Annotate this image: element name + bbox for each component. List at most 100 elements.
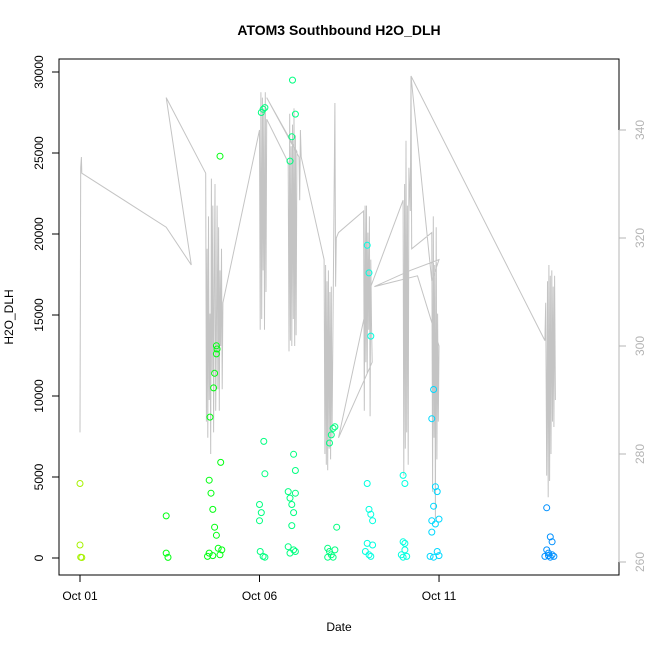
data-point — [76, 541, 84, 549]
y-right-tick-label: 300 — [633, 336, 647, 356]
right-axis-line-layer — [79, 75, 556, 519]
data-point — [290, 509, 298, 517]
y-right-tick-label: 320 — [633, 228, 647, 248]
scatter-points-layer — [76, 76, 558, 561]
data-point — [428, 517, 436, 525]
y-right-tick-label: 280 — [633, 444, 647, 464]
data-point — [205, 476, 213, 484]
data-point — [365, 269, 373, 277]
y-left-tick-label: 15000 — [32, 298, 46, 332]
data-point — [435, 515, 443, 523]
data-point — [290, 450, 298, 458]
data-point — [284, 543, 292, 551]
data-point — [541, 552, 549, 560]
y-left-tick-label: 25000 — [32, 136, 46, 170]
y-left-tick-label: 0 — [32, 554, 46, 561]
data-point — [76, 480, 84, 487]
y-right-tick-label: 260 — [633, 552, 647, 572]
data-point — [284, 488, 292, 496]
y-left-axis: 0 5000 10000 15000 20000 25000 30000 — [32, 55, 60, 561]
x-tick-label: Oct 06 — [242, 589, 278, 603]
data-point — [433, 548, 441, 555]
y-axis-label: H2O_DLH — [2, 289, 16, 344]
y-right-tick-label: 340 — [633, 120, 647, 140]
data-point — [207, 489, 215, 497]
data-point — [365, 551, 373, 559]
data-point — [164, 553, 172, 561]
data-point — [213, 345, 221, 353]
data-point — [369, 517, 377, 525]
data-point — [431, 483, 439, 491]
data-point — [261, 470, 269, 478]
data-point — [426, 552, 434, 560]
x-tick-label: Oct 01 — [62, 589, 98, 603]
data-point — [216, 152, 224, 160]
x-tick-label: Oct 11 — [422, 589, 457, 603]
data-point — [401, 539, 409, 547]
data-point — [403, 552, 411, 560]
data-point — [324, 553, 332, 561]
data-point — [256, 501, 263, 508]
y-left-tick-label: 20000 — [32, 217, 46, 251]
data-point — [433, 488, 441, 496]
data-point — [257, 509, 265, 517]
data-point — [369, 541, 377, 549]
data-point — [259, 105, 267, 113]
chart-title: ATOM3 Southbound H2O_DLH — [237, 22, 440, 38]
data-point — [261, 104, 269, 112]
data-point — [399, 471, 407, 479]
data-point — [290, 546, 298, 554]
data-point — [543, 504, 551, 512]
data-point — [211, 369, 219, 377]
data-point — [291, 110, 299, 118]
data-point — [216, 551, 224, 559]
y-left-tick-label: 5000 — [32, 463, 46, 490]
data-point — [333, 523, 341, 531]
data-point — [435, 552, 443, 560]
data-point — [256, 517, 263, 525]
data-point — [363, 241, 371, 249]
data-point — [288, 522, 296, 530]
data-point — [361, 548, 369, 555]
data-point — [212, 342, 220, 350]
data-point — [78, 554, 86, 561]
data-point — [329, 424, 337, 432]
data-point — [206, 413, 214, 421]
data-point — [291, 548, 299, 555]
data-point — [401, 480, 409, 487]
data-point — [546, 533, 554, 541]
data-point — [430, 502, 438, 510]
data-point — [367, 510, 375, 518]
data-point — [367, 332, 375, 340]
data-point — [548, 538, 556, 546]
data-point — [162, 512, 170, 520]
data-point — [329, 553, 337, 561]
data-point — [367, 552, 375, 560]
data-point — [331, 423, 339, 431]
y-left-tick-label: 10000 — [32, 379, 46, 413]
data-point — [210, 384, 218, 392]
data-point — [365, 505, 373, 513]
data-point — [288, 133, 296, 141]
x-axis: Oct 01 Oct 06 Oct 11 — [62, 574, 457, 603]
data-point — [399, 538, 407, 546]
data-point — [545, 552, 552, 560]
data-point — [431, 520, 439, 528]
data-point — [291, 467, 299, 474]
y-left-tick-label: 30000 — [32, 55, 46, 89]
data-point — [260, 437, 268, 445]
data-point — [286, 494, 294, 502]
data-point — [430, 386, 438, 393]
data-point — [162, 549, 170, 557]
data-point — [428, 528, 436, 536]
data-point — [289, 76, 296, 84]
data-point — [428, 415, 436, 423]
data-point — [218, 546, 226, 554]
data-point — [399, 553, 407, 561]
data-point — [209, 552, 217, 560]
data-point — [211, 523, 219, 531]
data-point — [288, 501, 296, 508]
right-axis-series-line — [79, 75, 556, 519]
data-point — [331, 546, 339, 554]
